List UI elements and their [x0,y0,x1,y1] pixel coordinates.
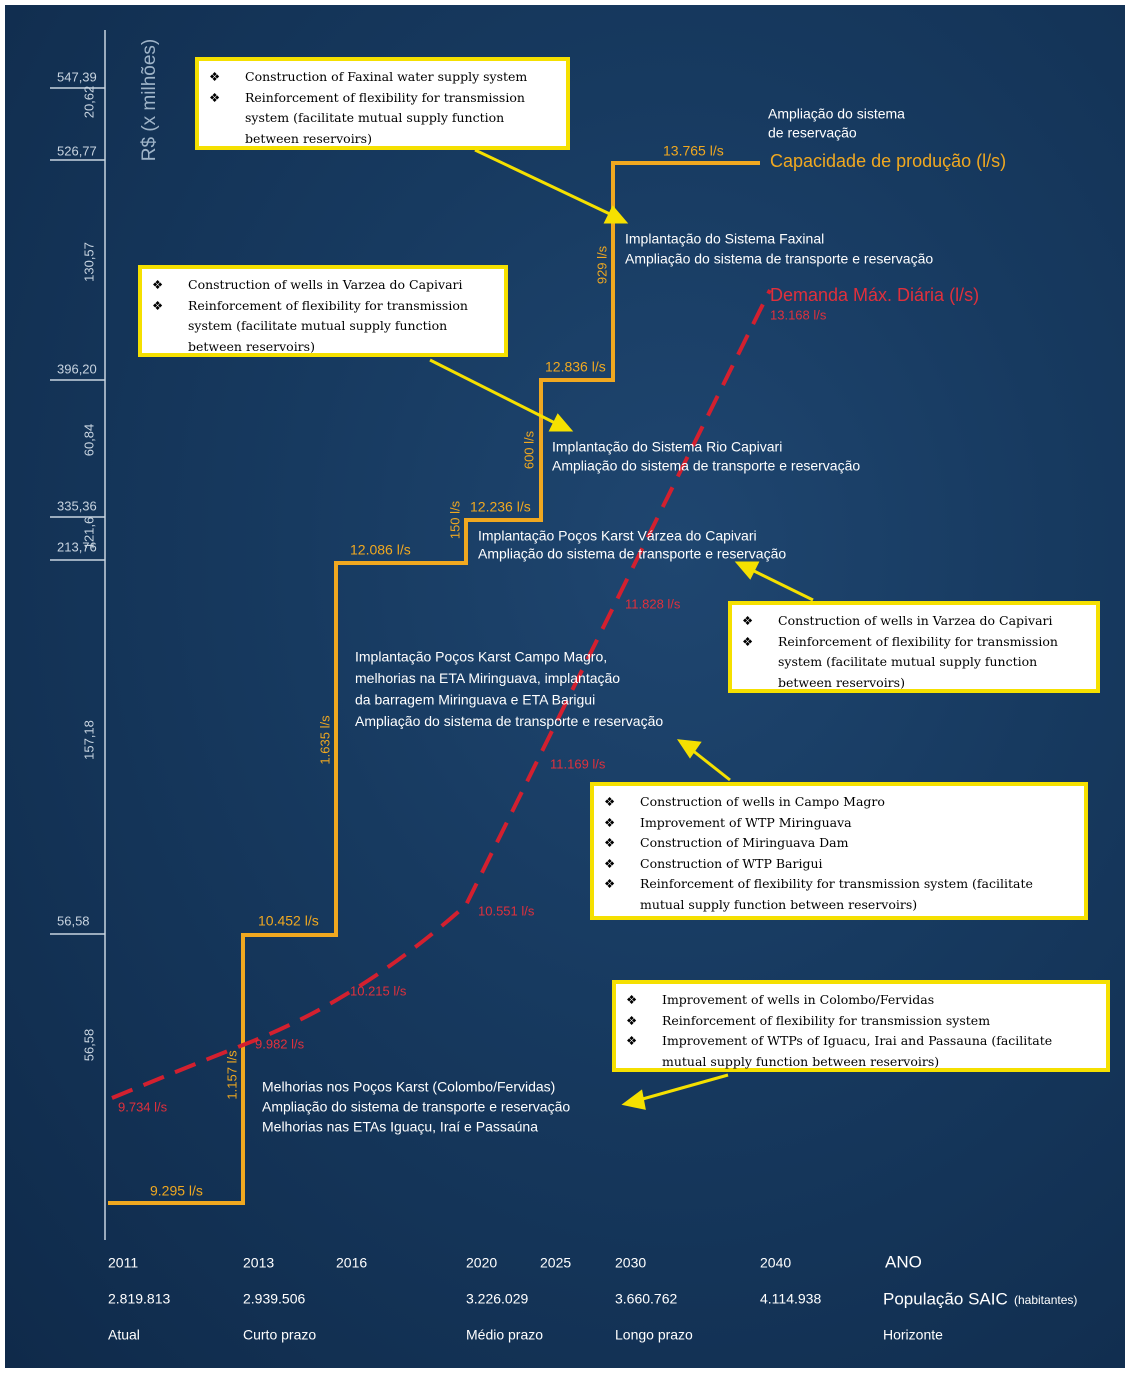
capacity-step: 1.635 l/s [317,715,332,765]
increment-label: 130,57 [81,242,96,282]
project-text: Ampliação do sistema de transporte e res… [625,251,933,267]
callout: Improvement of wells in Colombo/Fervidas… [612,980,1110,1072]
callout: Construction of wells in Varzea do Capiv… [138,265,508,357]
year: 2025 [540,1255,571,1271]
callout: Construction of wells in Varzea do Capiv… [728,601,1100,693]
project-text: Ampliação do sistema de transporte e res… [478,546,786,562]
project-text: Implantação Poços Karst Campo Magro, [355,649,607,665]
year: 2016 [336,1255,367,1271]
year: 2011 [108,1255,138,1271]
level-label: 396,20 [57,361,97,376]
capacity-step: 150 l/s [447,500,462,539]
year: 2040 [760,1255,791,1271]
callout-item: Construction of wells in Campo Magro [604,792,1074,813]
callout: Construction of wells in Campo MagroImpr… [590,782,1088,920]
project-text: Ampliação do sistema de transporte e res… [552,458,860,474]
phase: Médio prazo [466,1327,543,1343]
callout-item: Reinforcement of flexibility for transmi… [626,1011,1096,1032]
project-text: Implantação do Sistema Faxinal [625,231,824,247]
level-label: 526,77 [57,143,97,158]
increment-label: 56,58 [81,1029,96,1062]
project-text: melhorias na ETA Miringuava, implantação [355,670,620,686]
demand-label: 10.551 l/s [478,903,535,918]
project-text: Melhorias nos Poços Karst (Colombo/Fervi… [262,1079,555,1095]
callout-list: Construction of Faxinal water supply sys… [209,67,556,149]
callout-item: Improvement of WTPs of Iguacu, Irai and … [626,1031,1096,1072]
capacity-level: 12.236 l/s [470,499,531,515]
callout-list: Construction of wells in Campo MagroImpr… [604,792,1074,915]
level-lines [50,87,105,935]
capacity-note: Ampliação do sistema [768,106,905,122]
project-text: da barragem Miringuava e ETA Barigui [355,692,595,708]
population: 2.819.813 [108,1291,170,1307]
capacity-level: 12.086 l/s [350,542,411,558]
capacity-step: 929 l/s [594,245,609,284]
callout-item: Construction of wells in Varzea do Capiv… [742,611,1086,632]
demand-label: 9.734 l/s [118,1099,168,1114]
phase: Atual [108,1327,140,1343]
callout-item: Reinforcement of flexibility for transmi… [152,296,494,358]
population: 3.660.762 [615,1291,677,1307]
capacity-level: 9.295 l/s [150,1183,203,1199]
callout-item: Construction of Faxinal water supply sys… [209,67,556,88]
callout-item: Reinforcement of flexibility for transmi… [604,874,1074,915]
year: 2013 [243,1255,274,1271]
project-text: Implantação do Sistema Rio Capivari [552,439,782,455]
callout-item: Construction of WTP Barigui [604,854,1074,875]
phase: Longo prazo [615,1327,693,1343]
callout: Construction of Faxinal water supply sys… [195,57,570,150]
demand-label: 13.168 l/s [770,307,827,322]
year-label: ANO [885,1252,922,1271]
demand-label: 11.169 l/s [550,756,606,771]
project-text: Ampliação do sistema de transporte e res… [355,713,663,729]
axis-title: R$ (x milhões) [139,39,160,161]
level-label: 213,76 [57,539,97,554]
demand-label: 10.215 l/s [350,983,407,998]
population-unit: (habitantes) [1014,1293,1077,1307]
capacity-note: de reservação [768,125,857,141]
project-text: Ampliação do sistema de transporte e res… [262,1099,570,1115]
population: 4.114.938 [760,1291,821,1307]
capacity-title: Capacidade de produção (l/s) [770,151,1006,171]
capacity-level: 12.836 l/s [545,359,606,375]
demand-title: Demanda Máx. Diária (l/s) [770,285,979,305]
increment-label: 121,6 [81,517,96,550]
capacity-line [108,161,760,1205]
callout-item: Reinforcement of flexibility for transmi… [209,88,556,150]
capacity-level: 13.765 l/s [663,143,724,159]
callout-item: Improvement of wells in Colombo/Fervidas [626,990,1096,1011]
arrows [429,148,814,1110]
callout-item: Reinforcement of flexibility for transmi… [742,632,1086,694]
callout-list: Construction of wells in Varzea do Capiv… [152,275,494,357]
phase: Curto prazo [243,1327,316,1343]
year: 2020 [466,1255,497,1271]
demand-line [111,289,772,1100]
population: 3.226.029 [466,1291,528,1307]
level-label: 335,36 [57,498,97,513]
level-label: 56,58 [57,913,90,928]
increment-label: 60,84 [81,424,96,457]
population: 2.939.506 [243,1291,305,1307]
level-label: 547,39 [57,69,97,84]
increment-label: 157,18 [81,720,96,760]
callout-item: Construction of wells in Varzea do Capiv… [152,275,494,296]
callout-list: Improvement of wells in Colombo/Fervidas… [626,990,1096,1072]
demand-label: 11.828 l/s [625,596,681,611]
phase: Horizonte [883,1327,943,1343]
callout-list: Construction of wells in Varzea do Capiv… [742,611,1086,693]
population-label: População SAIC [883,1289,1008,1308]
capacity-step: 1.157 l/s [224,1050,239,1100]
project-text: Implantação Poços Karst Várzea do Capiva… [478,528,757,544]
demand-label: 9.982 l/s [255,1036,305,1051]
increment-label: 20,62 [81,86,96,119]
callout-item: Construction of Miringuava Dam [604,833,1074,854]
capacity-step: 600 l/s [521,430,536,469]
capacity-level: 10.452 l/s [258,913,319,929]
callout-item: Improvement of WTP Miringuava [604,813,1074,834]
year: 2030 [615,1255,646,1271]
project-text: Melhorias nas ETAs Iguaçu, Iraí e Passaú… [262,1119,538,1135]
